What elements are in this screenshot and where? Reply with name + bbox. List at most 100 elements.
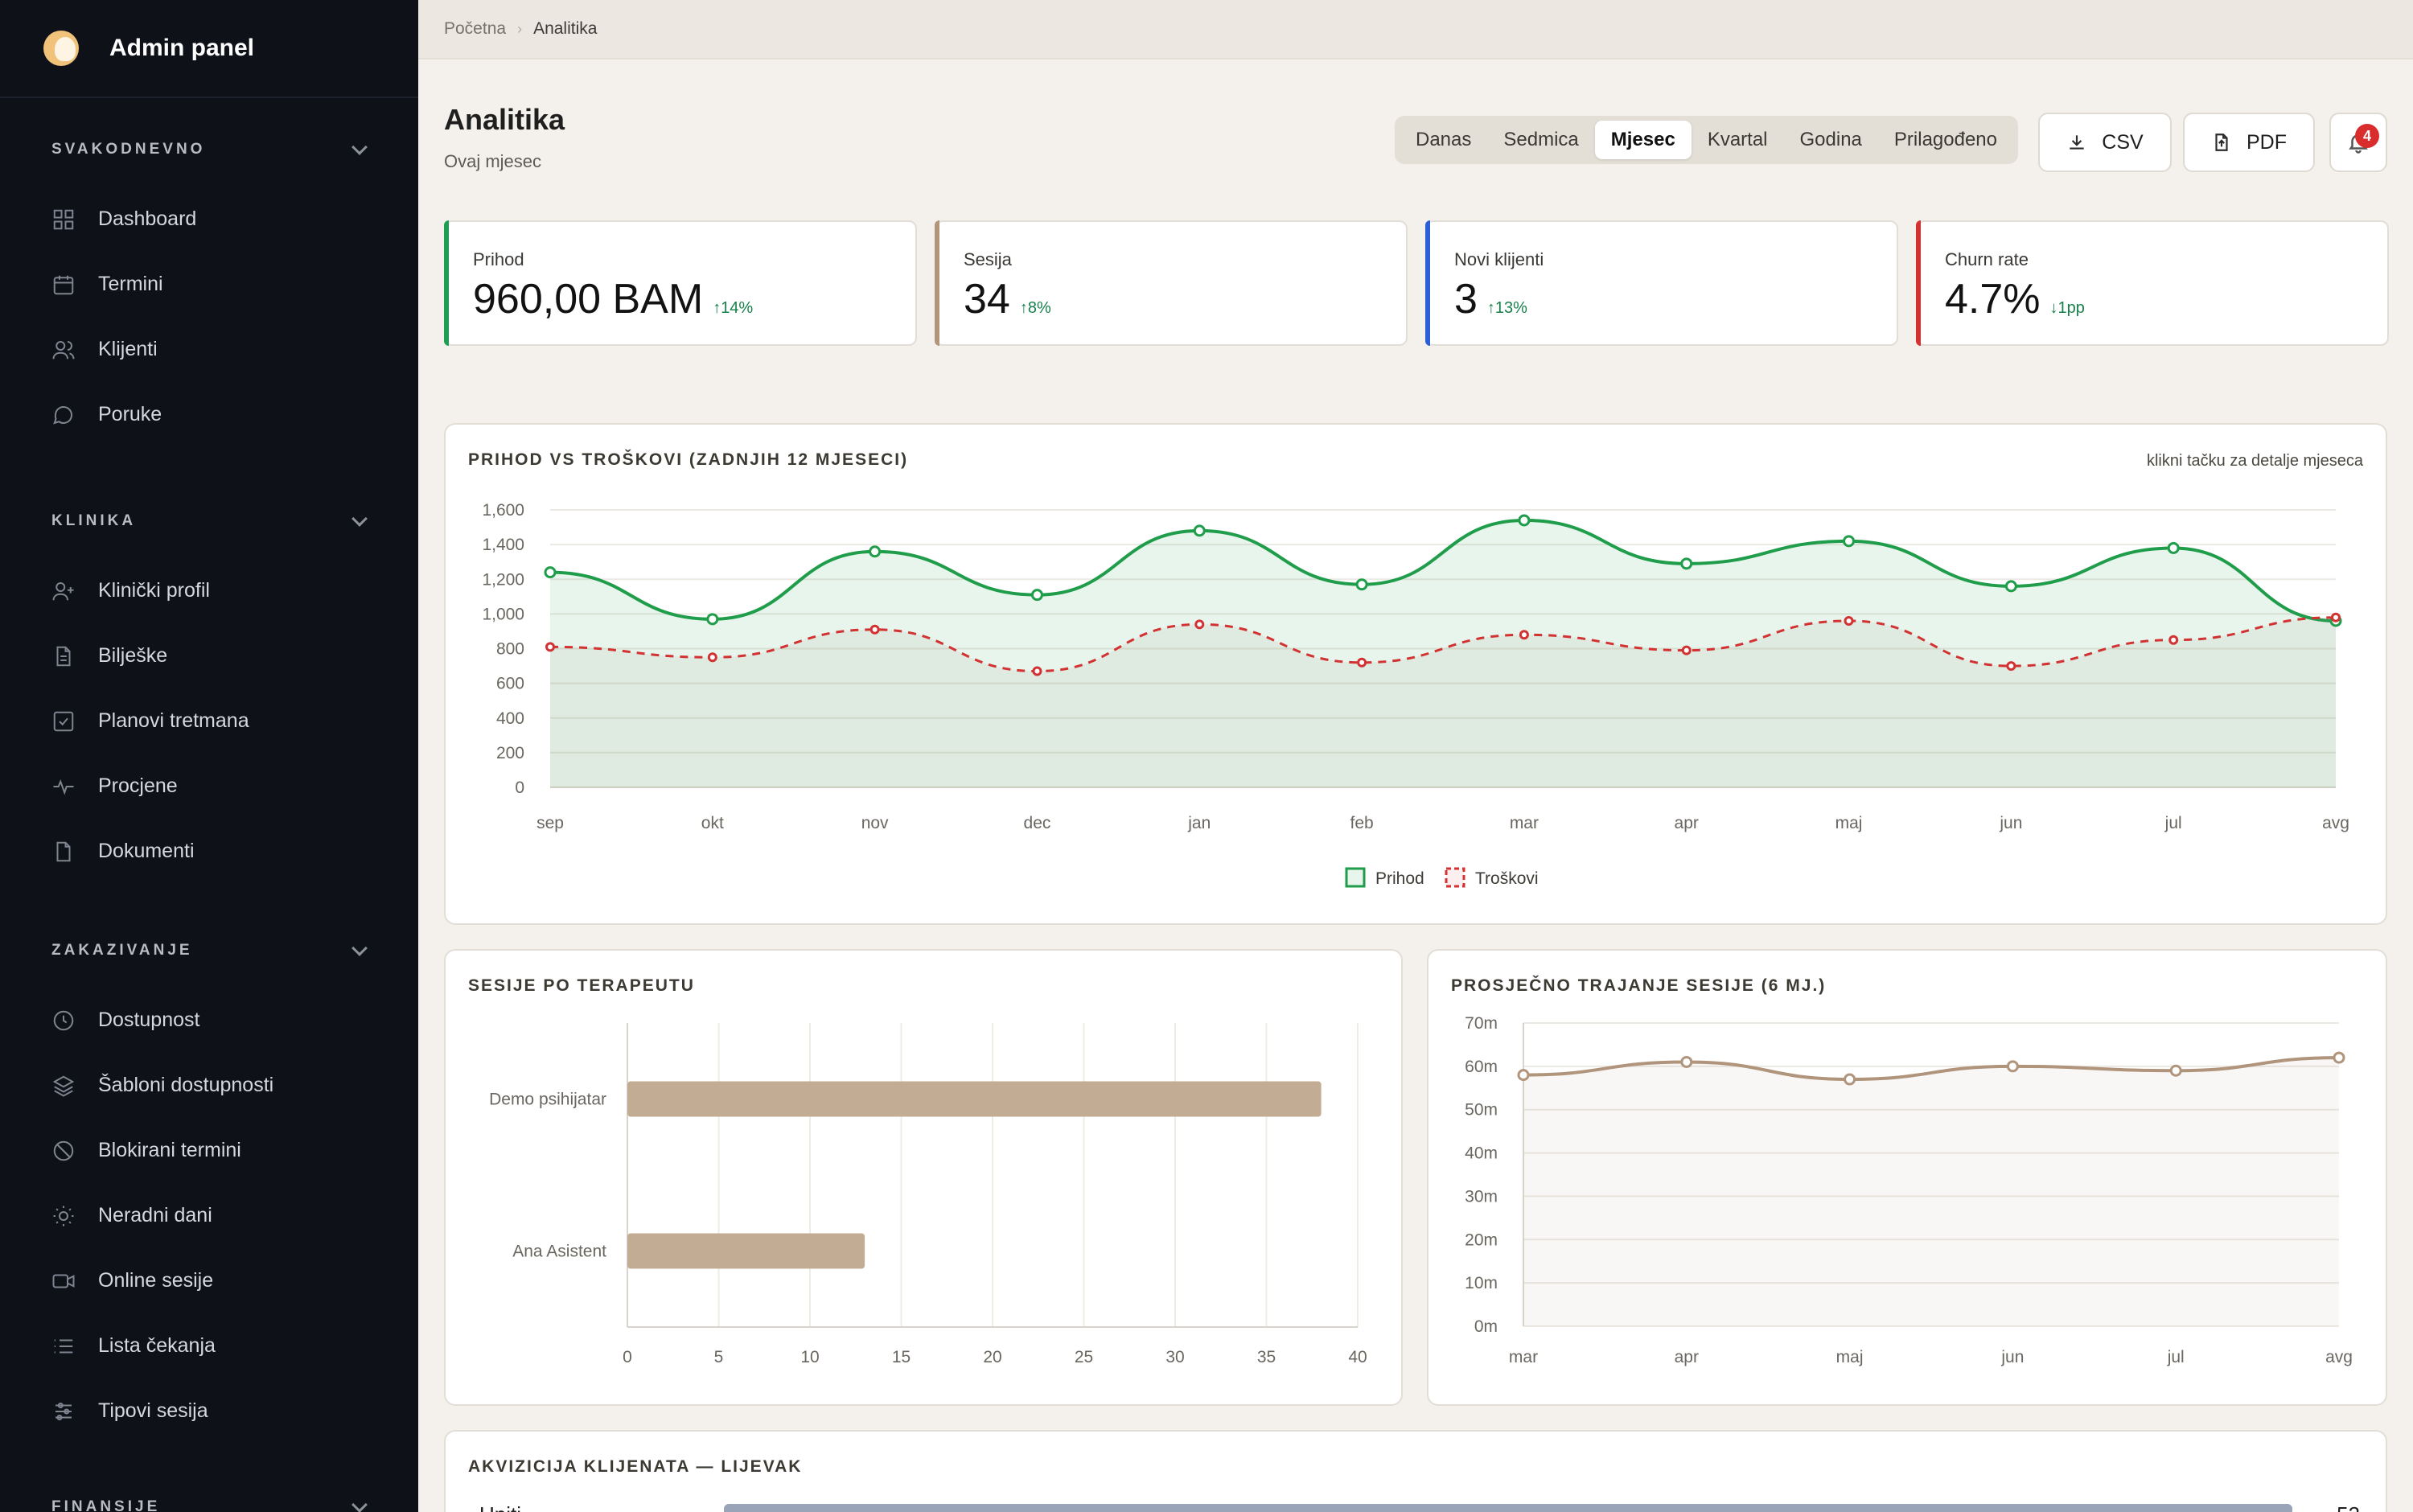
sidebar-item-klinički-profil[interactable]: Klinički profil xyxy=(0,558,418,623)
data-point[interactable] xyxy=(1680,557,1693,570)
sidebar-item-tipovi-sesija[interactable]: Tipovi sesija xyxy=(0,1378,418,1444)
sidebar-item-online-sesije[interactable]: Online sesije xyxy=(0,1248,418,1313)
sidebar-item-label: Online sesije xyxy=(98,1269,214,1292)
x-tick-label: jul xyxy=(2167,1348,2185,1366)
data-point[interactable] xyxy=(1843,535,1856,548)
data-point[interactable] xyxy=(1032,666,1042,676)
kpi-card-prihod: Prihod 960,00 BAM ↑14% xyxy=(444,220,917,346)
file-icon xyxy=(51,840,76,864)
breadcrumb: Početna › Analitika xyxy=(418,0,2413,60)
data-point[interactable] xyxy=(869,545,882,558)
y-tick-label: 600 xyxy=(496,675,524,693)
x-tick-label: 40 xyxy=(1348,1348,1367,1366)
x-tick-label: jun xyxy=(2000,1348,2024,1366)
revenue-vs-costs-chart[interactable]: 0 200 400 600 800 1,000 1,200 1,400 1,600 sep okt n… xyxy=(446,425,2389,927)
sidebar-section-header[interactable]: SVAKODNEVNO xyxy=(0,134,418,166)
period-tab-godina[interactable]: Godina xyxy=(1799,129,1862,150)
sidebar-item-planovi-tretmana[interactable]: Planovi tretmana xyxy=(0,688,418,754)
data-point xyxy=(1517,1069,1530,1082)
period-tab-sedmica[interactable]: Sedmica xyxy=(1503,129,1579,150)
sidebar-item-dostupnost[interactable]: Dostupnost xyxy=(0,988,418,1053)
x-tick-label: mar xyxy=(1510,814,1539,832)
sidebar: Admin panel SVAKODNEVNO Dashboard Termin… xyxy=(0,0,418,1512)
period-selector: Danas Sedmica Mjesec Kvartal Godina Prilagođe… xyxy=(1395,116,2019,164)
chevron-down-icon xyxy=(351,139,368,155)
y-tick-label: 10m xyxy=(1465,1274,1498,1292)
sidebar-section-finansije: FINANSIJE xyxy=(0,1491,418,1512)
sidebar-item-termini[interactable]: Termini xyxy=(0,252,418,317)
data-point[interactable] xyxy=(1844,616,1854,626)
brand-title: Admin panel xyxy=(109,35,255,61)
calendar-icon xyxy=(51,273,76,297)
sidebar-section-header[interactable]: ZAKAZIVANJE xyxy=(0,935,418,967)
sidebar-section-header[interactable]: FINANSIJE xyxy=(0,1491,418,1512)
y-tick-label: 400 xyxy=(496,709,524,728)
data-point[interactable] xyxy=(545,642,555,652)
data-point[interactable] xyxy=(1519,630,1529,640)
data-point[interactable] xyxy=(706,613,719,626)
main-content: Početna › Analitika Analitika Ovaj mjese… xyxy=(418,0,2413,1512)
data-point[interactable] xyxy=(1681,645,1692,655)
period-tab-kvartal[interactable]: Kvartal xyxy=(1707,129,1768,150)
breadcrumb-home[interactable]: Početna xyxy=(444,19,507,38)
data-point[interactable] xyxy=(1194,619,1205,630)
x-tick-label: apr xyxy=(1675,814,1699,832)
sidebar-item-poruke[interactable]: Poruke xyxy=(0,382,418,447)
data-point[interactable] xyxy=(2006,661,2016,672)
data-point[interactable] xyxy=(1030,589,1043,602)
period-tab-prilagođeno[interactable]: Prilagođeno xyxy=(1893,129,1998,150)
data-point[interactable] xyxy=(2167,541,2180,554)
x-tick-label: 0 xyxy=(623,1348,632,1366)
x-tick-label: 30 xyxy=(1165,1348,1184,1366)
sidebar-item-procjene[interactable]: Procjene xyxy=(0,754,418,819)
x-tick-label: jul xyxy=(2164,814,2182,832)
sidebar-item-klijenti[interactable]: Klijenti xyxy=(0,317,418,382)
user-plus-icon xyxy=(51,579,76,603)
page-subtitle: Ovaj mjesec xyxy=(444,151,542,171)
notifications-button[interactable]: 4 xyxy=(2329,113,2387,172)
sidebar-item-neradni-dani[interactable]: Neradni dani xyxy=(0,1183,418,1248)
period-tab-mjesec[interactable]: Mjesec xyxy=(1594,121,1692,159)
sidebar-item-label: Bilješke xyxy=(98,644,168,667)
data-point[interactable] xyxy=(2004,580,2017,593)
category-label: Demo psihijatar xyxy=(489,1091,606,1109)
duration-line xyxy=(1523,1056,2340,1082)
grid-icon xyxy=(51,207,76,232)
csv-export-button[interactable]: CSV xyxy=(2038,113,2172,172)
period-tab-danas[interactable]: Danas xyxy=(1416,129,1472,150)
data-point[interactable] xyxy=(2331,612,2341,622)
data-point[interactable] xyxy=(1518,514,1531,527)
brand[interactable]: Admin panel xyxy=(0,0,418,98)
duration-chart-title: PROSJEČNO TRAJANJE SESIJE (6 MJ.) xyxy=(1451,976,1827,995)
x-tick-label: 35 xyxy=(1257,1348,1276,1366)
data-point xyxy=(2169,1064,2182,1077)
y-tick-label: 20m xyxy=(1465,1231,1498,1249)
sidebar-item-šabloni-dostupnosti[interactable]: Šabloni dostupnosti xyxy=(0,1053,418,1118)
kpi-label: Prihod xyxy=(473,249,524,269)
y-tick-label: 1,000 xyxy=(482,605,524,623)
sidebar-item-label: Dokumenti xyxy=(98,840,195,862)
sidebar-item-label: Tipovi sesija xyxy=(98,1399,208,1422)
data-point[interactable] xyxy=(707,652,717,663)
sessions-per-therapist-card: SESIJE PO TERAPEUTU 0 5 10 15 20 25 30 35 40 Demo… xyxy=(444,949,1403,1406)
data-point[interactable] xyxy=(1355,578,1368,591)
sidebar-item-bilješke[interactable]: Bilješke xyxy=(0,623,418,688)
sidebar-item-lista-čekanja[interactable]: Lista čekanja xyxy=(0,1313,418,1378)
sidebar-section-header[interactable]: KLINIKA xyxy=(0,505,418,537)
sidebar-item-dashboard[interactable]: Dashboard xyxy=(0,187,418,252)
data-point[interactable] xyxy=(544,566,557,579)
sidebar-item-blokirani-termini[interactable]: Blokirani termini xyxy=(0,1118,418,1183)
revenue-vs-costs-card: PRIHOD VS TROŠKOVI (ZADNJIH 12 MJESECI) … xyxy=(444,423,2387,925)
sidebar-item-dokumenti[interactable]: Dokumenti xyxy=(0,819,418,884)
y-tick-label: 30m xyxy=(1465,1187,1498,1206)
data-point[interactable] xyxy=(869,624,880,635)
chevron-down-icon xyxy=(351,940,368,956)
avg-session-duration-chart: 0m 10m 20m 30m 40m 50m 60m 70m mar apr maj jun jul av… xyxy=(1465,1014,2353,1366)
series-area-troškovi xyxy=(550,617,2336,787)
sidebar-section-klinika: KLINIKA Klinički profil Bilješke Planovi… xyxy=(0,505,418,884)
pdf-export-button[interactable]: PDF xyxy=(2183,113,2315,172)
data-point[interactable] xyxy=(2168,635,2179,645)
data-point[interactable] xyxy=(1357,657,1367,668)
data-point[interactable] xyxy=(1193,524,1206,537)
x-tick-label: 15 xyxy=(892,1348,911,1366)
